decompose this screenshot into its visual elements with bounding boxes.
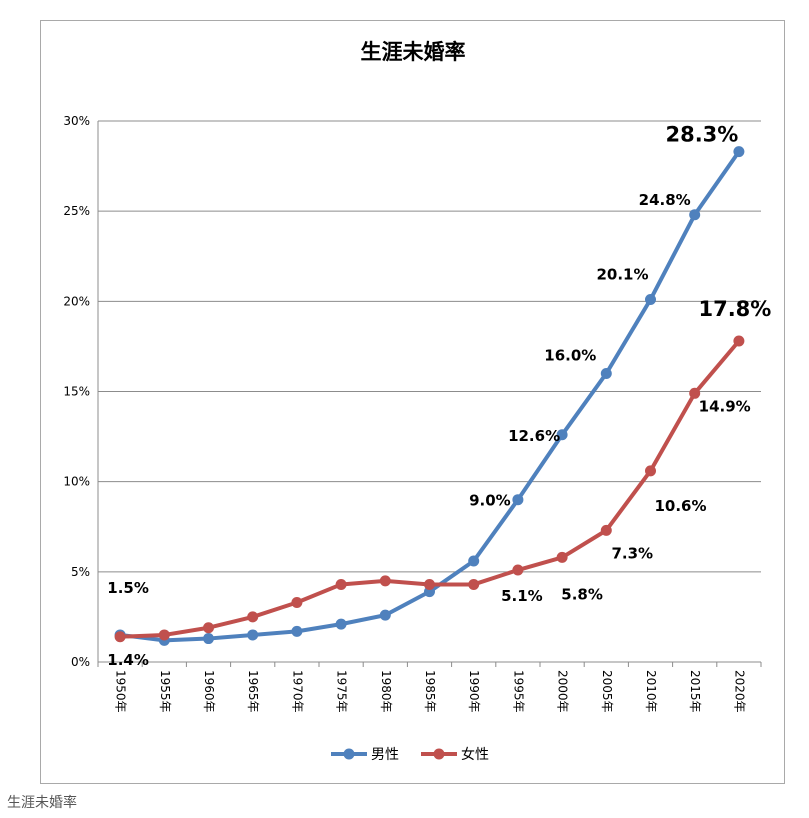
data-point-male xyxy=(247,629,259,641)
legend-label-male: 男性 xyxy=(371,747,399,763)
data-point-male xyxy=(645,294,656,306)
data-point-male xyxy=(203,633,214,645)
legend-marker-female xyxy=(433,748,445,760)
y-tick-label: 20% xyxy=(63,294,90,308)
x-tick-label: 1975年 xyxy=(335,670,349,713)
data-point-female xyxy=(114,631,126,643)
data-label-male: 1.5% xyxy=(107,579,149,597)
chart-svg: 生涯未婚率 0% 5% 10% 15% 20% 25% 30% 1950年 1955年 1960年… xyxy=(63,40,771,763)
x-tick-label: 2000年 xyxy=(556,670,570,713)
data-point-female xyxy=(379,575,391,587)
data-point-female xyxy=(203,622,214,634)
data-point-male xyxy=(379,609,391,621)
data-label-male: 12.6% xyxy=(508,427,560,445)
data-label-male: 24.8% xyxy=(639,191,691,209)
chart-title: 生涯未婚率 xyxy=(361,40,466,64)
data-label-female: 1.4% xyxy=(107,651,149,669)
data-label-female: 5.8% xyxy=(561,585,603,603)
label-layer: 1.5% 9.0% 12.6% 16.0% 20.1% 24.8% 28.3% 1.4% 5.1… xyxy=(107,123,771,669)
x-tick-label: 1965年 xyxy=(246,670,260,713)
grid-layer xyxy=(98,120,761,573)
data-label-female: 17.8% xyxy=(698,297,771,321)
data-point-male xyxy=(689,209,701,221)
data-point-female xyxy=(291,596,303,608)
data-label-female: 5.1% xyxy=(501,587,543,605)
data-label-female: 14.9% xyxy=(699,397,751,415)
x-tick-label: 1960年 xyxy=(202,670,216,713)
data-point-female xyxy=(424,578,435,590)
y-tick-label: 5% xyxy=(71,565,90,579)
series-line-male xyxy=(119,150,741,643)
data-point-female xyxy=(247,611,259,623)
y-tick-label: 30% xyxy=(63,114,90,128)
data-label-female: 10.6% xyxy=(654,497,706,515)
y-tick-label: 0% xyxy=(71,655,90,669)
y-tick-label: 10% xyxy=(63,475,90,489)
data-point-male xyxy=(468,555,480,567)
x-tick-label: 2005年 xyxy=(600,670,614,713)
data-point-female xyxy=(512,564,524,576)
data-point-male xyxy=(335,618,347,630)
data-point-female xyxy=(335,578,347,590)
x-tick-label: 1970年 xyxy=(290,670,304,713)
data-point-female xyxy=(600,524,612,536)
legend: 男性 女性 xyxy=(331,746,489,763)
x-tick-label: 2020年 xyxy=(732,670,746,713)
data-point-male xyxy=(512,494,524,506)
x-tick-label: 1980年 xyxy=(379,670,393,713)
x-tick-label: 1990年 xyxy=(467,670,481,713)
data-point-female xyxy=(689,387,701,399)
data-label-male: 28.3% xyxy=(665,123,738,147)
data-point-male xyxy=(600,367,612,379)
x-tick-label: 2010年 xyxy=(644,670,658,713)
series-layer xyxy=(114,146,745,646)
data-point-female xyxy=(468,578,480,590)
y-tick-label: 25% xyxy=(63,204,90,218)
data-point-female xyxy=(733,335,745,347)
data-label-male: 20.1% xyxy=(596,266,648,284)
axis-layer: 0% 5% 10% 15% 20% 25% 30% 1950年 1955年 1960年 1965年 1… xyxy=(63,114,762,713)
data-label-male: 9.0% xyxy=(469,492,511,510)
data-label-male: 16.0% xyxy=(544,346,596,364)
data-point-female xyxy=(645,465,656,477)
legend-label-female: 女性 xyxy=(461,746,489,763)
legend-marker-male xyxy=(343,748,355,760)
data-label-female: 7.3% xyxy=(611,544,653,562)
image-caption: 生涯未婚率 xyxy=(7,795,77,811)
x-tick-label: 2015年 xyxy=(688,670,702,713)
data-point-female xyxy=(556,551,568,563)
chart-frame: 生涯未婚率 0% 5% 10% 15% 20% 25% 30% 1950年 1955年 1960年… xyxy=(40,20,785,784)
x-tick-label: 1985年 xyxy=(423,670,437,713)
y-tick-label: 15% xyxy=(63,385,90,399)
x-tick-label: 1955年 xyxy=(158,670,172,713)
data-point-female xyxy=(158,629,170,641)
data-point-male xyxy=(291,625,303,637)
data-point-male xyxy=(733,146,745,158)
data-point-male xyxy=(556,429,568,441)
x-tick-label: 1995年 xyxy=(511,670,525,713)
x-tick-label: 1950年 xyxy=(114,670,128,713)
